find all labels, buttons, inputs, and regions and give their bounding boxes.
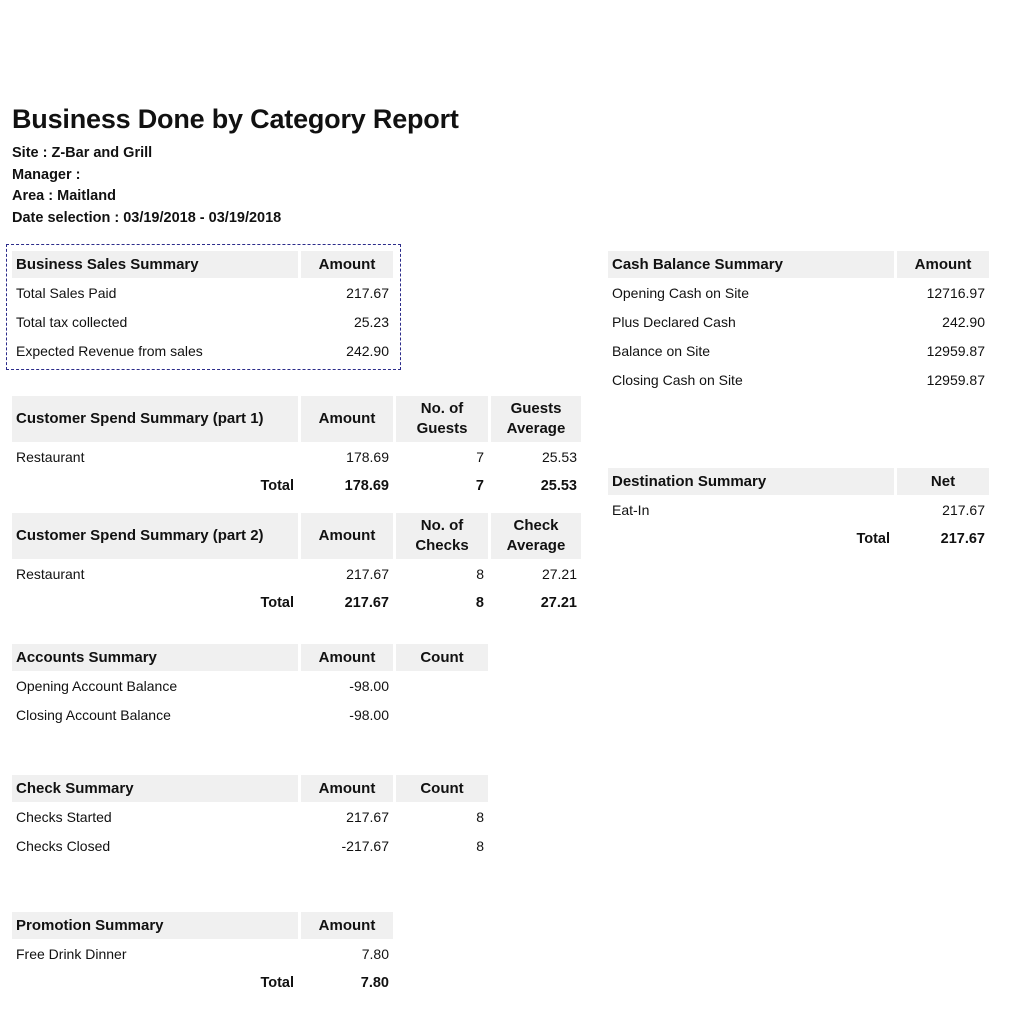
table-row: Free Drink Dinner 7.80	[16, 945, 389, 962]
column-header: Check Average	[491, 513, 581, 559]
column-header: Net	[897, 468, 989, 495]
column-header: Amount	[301, 513, 393, 559]
manager-label: Manager :	[12, 166, 81, 183]
column-header: Amount	[301, 251, 393, 278]
area-label: Area : Maitland	[12, 188, 116, 205]
column-header: Guests Average	[491, 396, 581, 442]
column-header: Customer Spend Summary (part 2)	[12, 513, 298, 559]
table-header: Cash Balance Summary Amount	[608, 251, 989, 278]
cash-balance-summary-table: Cash Balance Summary Amount Opening Cash…	[605, 251, 992, 394]
column-header: Amount	[301, 775, 393, 802]
check-summary-table: Check Summary Amount Count Checks Starte…	[9, 775, 491, 860]
table-header: Customer Spend Summary (part 1) Amount N…	[12, 396, 581, 442]
column-header: No. of Guests	[396, 396, 488, 442]
table-row: Closing Account Balance -98.00	[16, 706, 389, 723]
destination-summary-table: Destination Summary Net Eat-In 217.67 Tot…	[605, 468, 992, 553]
table-row: Restaurant 217.67 8 27.21	[16, 565, 577, 582]
column-header: Count	[396, 644, 488, 671]
table-header: Accounts Summary Amount Count	[12, 644, 488, 671]
column-header: Count	[396, 775, 488, 802]
table-header: Check Summary Amount Count	[12, 775, 488, 802]
table-row: Checks Closed -217.67 8	[16, 837, 484, 854]
table-row: Balance on Site 12959.87	[612, 342, 985, 359]
table-row: Opening Cash on Site 12716.97	[612, 284, 985, 301]
table-row: Total tax collected 25.23	[16, 313, 389, 330]
column-header: Destination Summary	[608, 468, 894, 495]
table-header: Customer Spend Summary (part 2) Amount N…	[12, 513, 581, 559]
table-row: Checks Started 217.67 8	[16, 808, 484, 825]
table-row: Closing Cash on Site 12959.87	[612, 371, 985, 388]
table-header: Promotion Summary Amount	[12, 912, 393, 939]
column-header: Amount	[897, 251, 989, 278]
report-meta: Site : Z-Bar and Grill Manager : Area : …	[12, 143, 281, 230]
column-header: Business Sales Summary	[12, 251, 298, 278]
column-header: Cash Balance Summary	[608, 251, 894, 278]
report-title: Business Done by Category Report	[12, 104, 459, 134]
customer-spend-part2-table: Customer Spend Summary (part 2) Amount N…	[9, 513, 584, 617]
total-row: Total 178.69 7 25.53	[260, 477, 577, 494]
date-selection-label: Date selection : 03/19/2018 - 03/19/2018	[12, 210, 282, 227]
table-row: Total Sales Paid 217.67	[16, 284, 389, 301]
column-header: Amount	[301, 912, 393, 939]
total-row: Total 7.80	[260, 974, 389, 991]
table-row: Opening Account Balance -98.00	[16, 677, 389, 694]
column-header: Customer Spend Summary (part 1)	[12, 396, 298, 442]
site-label: Site : Z-Bar and Grill	[12, 145, 153, 161]
business-sales-summary-table: Business Sales Summary Amount Total Sale…	[9, 251, 396, 365]
table-row: Restaurant 178.69 7 25.53	[16, 448, 577, 465]
accounts-summary-table: Accounts Summary Amount Count Opening Ac…	[9, 644, 491, 729]
selection-focus-outline	[6, 244, 401, 370]
total-row: Total 217.67 8 27.21	[260, 594, 577, 611]
column-header: Check Summary	[12, 775, 298, 802]
table-row: Plus Declared Cash 242.90	[612, 313, 985, 330]
table-row: Eat-In 217.67	[612, 501, 985, 518]
table-header: Destination Summary Net	[608, 468, 989, 495]
promotion-summary-table: Promotion Summary Amount Free Drink Dinn…	[9, 912, 396, 997]
column-header: Amount	[301, 396, 393, 442]
customer-spend-part1-table: Customer Spend Summary (part 1) Amount N…	[9, 396, 584, 500]
table-header: Business Sales Summary Amount	[12, 251, 393, 278]
total-row: Total 217.67	[856, 530, 985, 547]
column-header: Accounts Summary	[12, 644, 298, 671]
table-row: Expected Revenue from sales 242.90	[16, 342, 389, 359]
column-header: Amount	[301, 644, 393, 671]
column-header: No. of Checks	[396, 513, 488, 559]
column-header: Promotion Summary	[12, 912, 298, 939]
